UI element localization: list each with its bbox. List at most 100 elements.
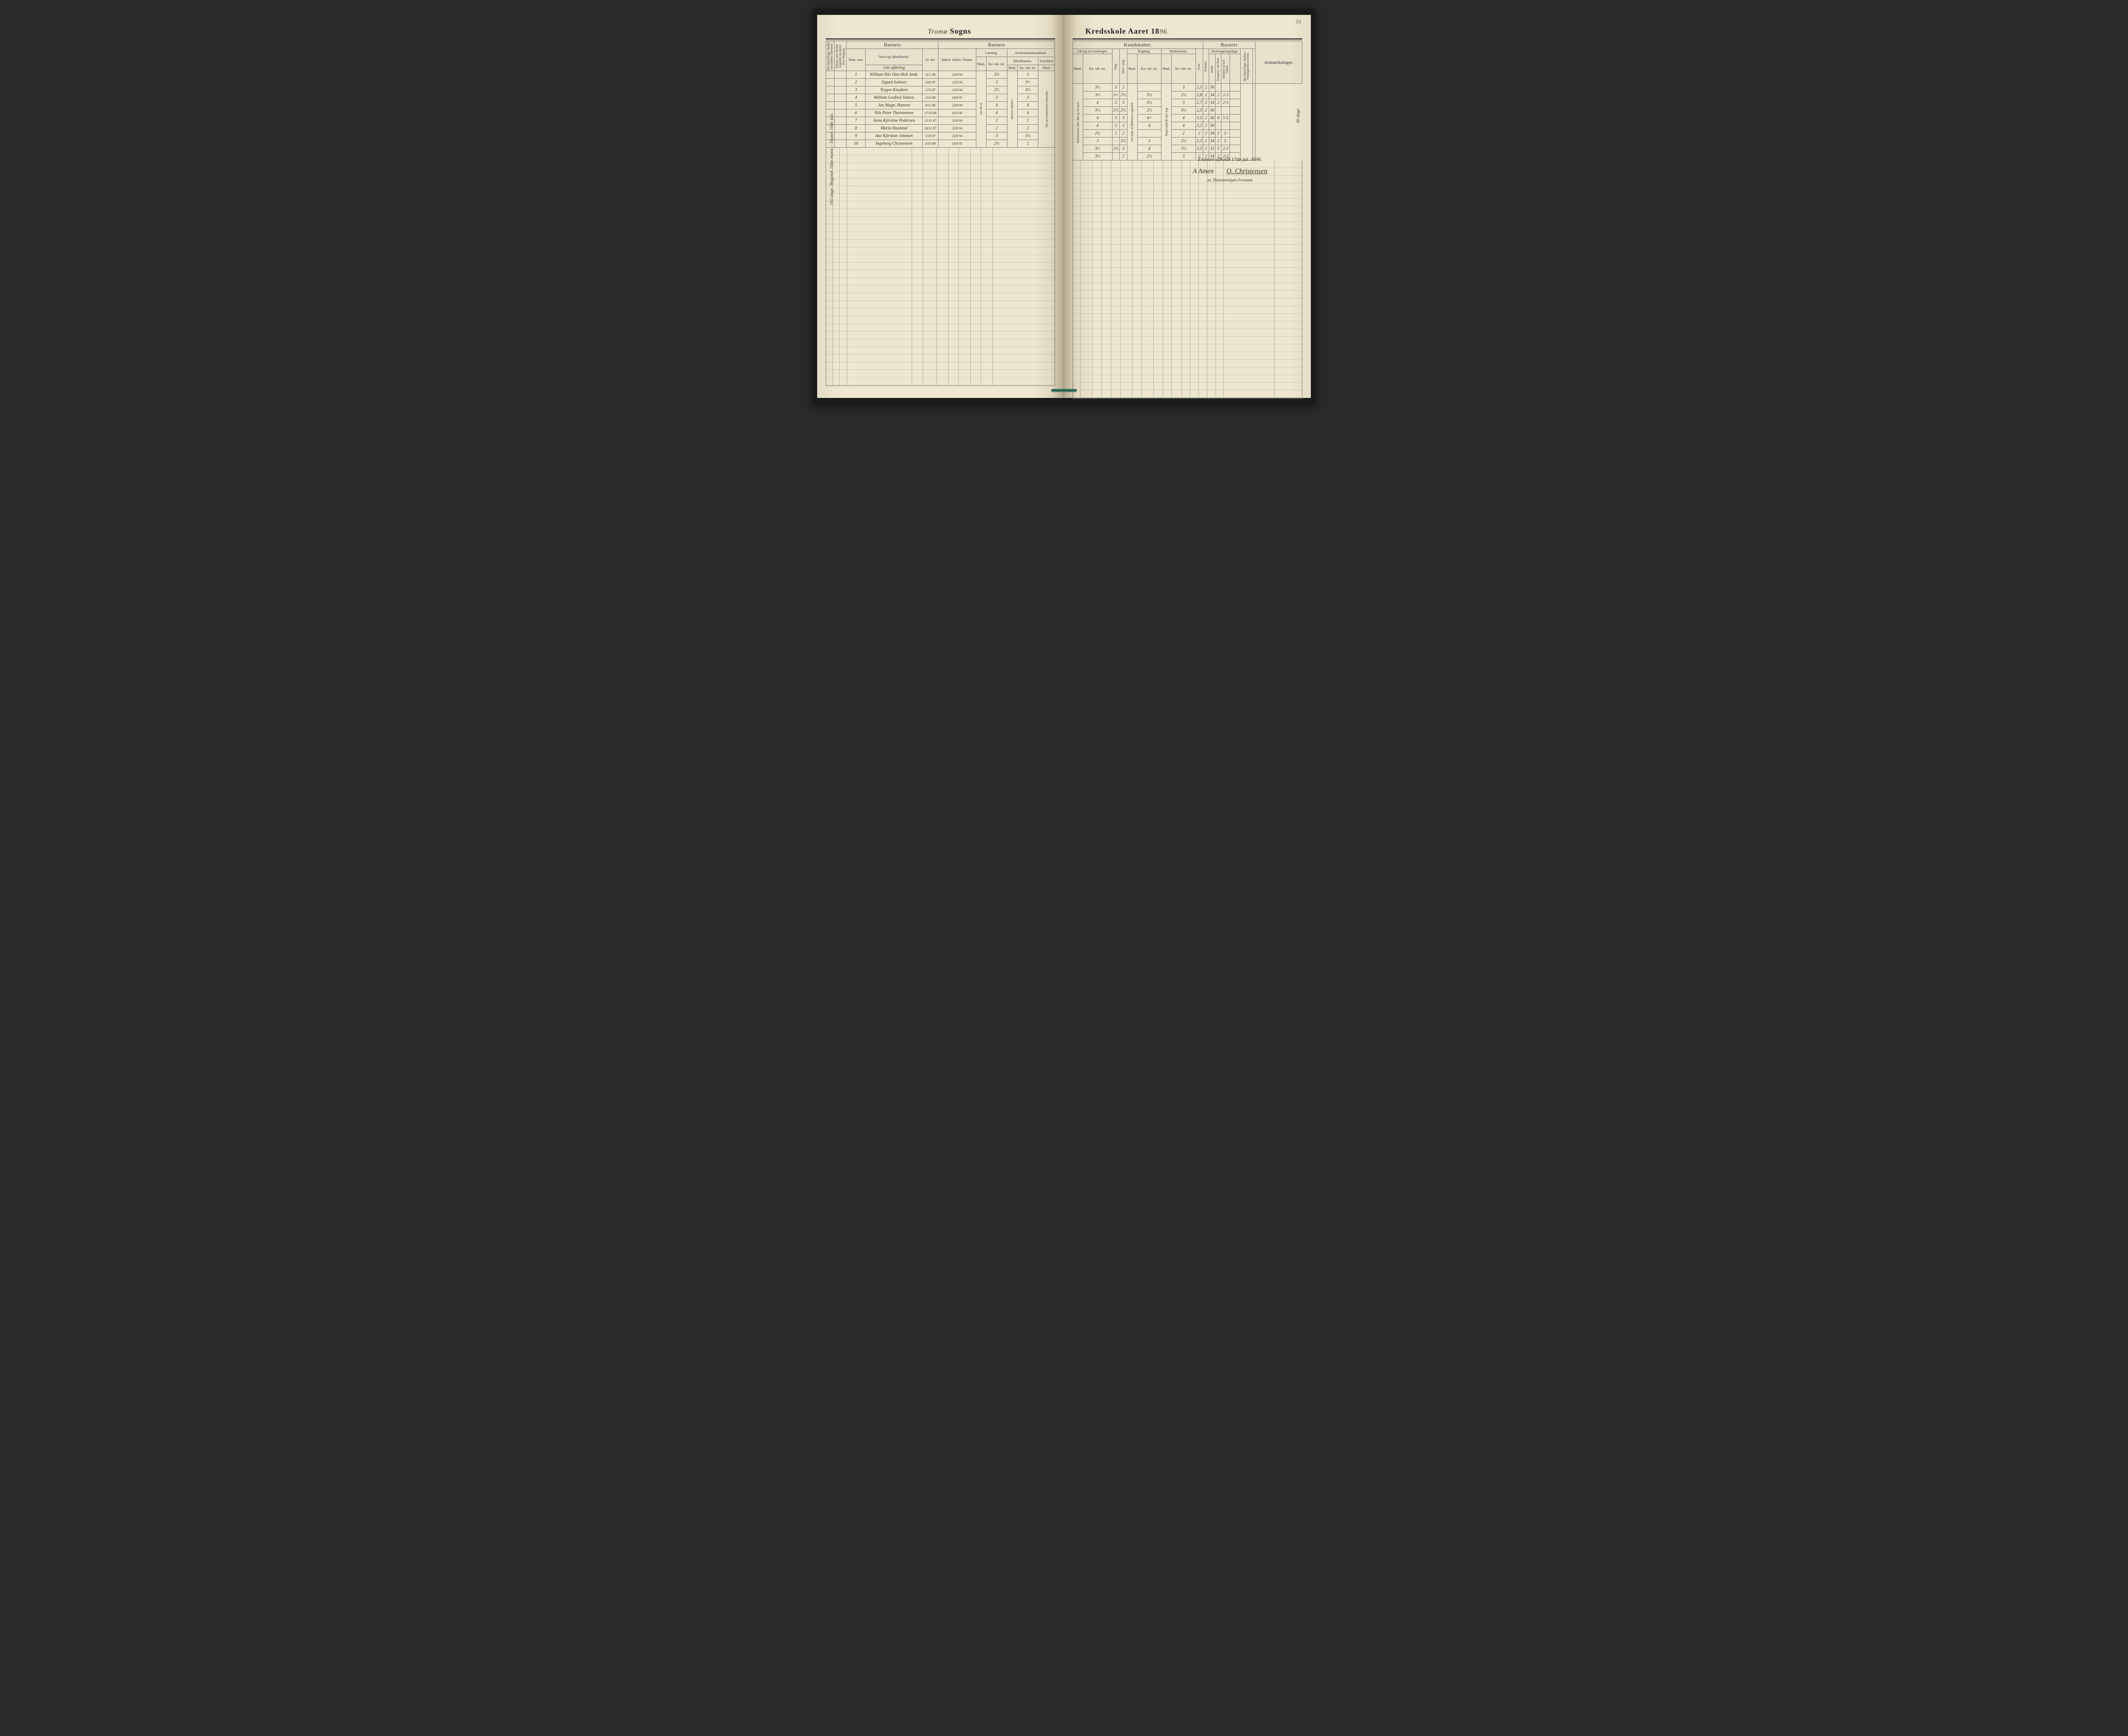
- cell: 5-5: [1221, 114, 1230, 122]
- cell: [826, 71, 835, 79]
- margin-note-left: 192 dage. Begyndt 10de marts – Sluttet 1…: [829, 113, 834, 206]
- cell: 2½: [1172, 137, 1196, 145]
- cell: 4: [1017, 109, 1038, 117]
- cell: 3: [986, 94, 1007, 102]
- cell: 2: [1203, 130, 1209, 137]
- cell-name: William Nils Otto Holt Andr.: [866, 71, 923, 79]
- cell-name: William Leofred Jobsen: [866, 94, 923, 102]
- cell: 2½: [1120, 107, 1127, 114]
- cell: 3: [1120, 145, 1127, 153]
- cell: 2: [1203, 137, 1209, 145]
- cell: 2: [1203, 114, 1209, 122]
- cell: 9: [847, 132, 866, 140]
- cell: [835, 125, 847, 132]
- table-row: 1William Nils Otto Holt Andr.11/1 8823/8…: [826, 71, 1055, 79]
- table-row: 2Sigurd Isaksen24/6 8723/8 9433+: [826, 79, 1055, 86]
- cell: 2: [1017, 140, 1038, 148]
- sig1: A Amen: [1193, 166, 1214, 177]
- cell: [1221, 122, 1230, 130]
- title-print-right: Kredsskole Aaret 18: [1085, 27, 1159, 35]
- table-row: 433443,2236: [1073, 122, 1302, 130]
- cell-name: Nils Peter Thorstensen: [866, 109, 923, 117]
- cell: 10/3 96: [938, 109, 976, 117]
- left-page: Tromø Sogns Det Antal Dage, Skolen skal …: [817, 15, 1064, 398]
- cell: 16/8 95: [938, 140, 976, 148]
- cell: 12/11 87: [922, 117, 938, 125]
- h-mk: Ka- rak- ter.: [1172, 54, 1196, 84]
- cell: [835, 94, 847, 102]
- cell: 3+: [1017, 79, 1038, 86]
- cell: 34: [1209, 99, 1216, 107]
- cell: [1230, 92, 1241, 99]
- cell: 23/8 94: [938, 79, 976, 86]
- cell: 16/8 95: [938, 94, 976, 102]
- title-print-left: Sogns: [950, 27, 971, 35]
- cell: 6: [847, 109, 866, 117]
- cell: 3½: [1083, 107, 1113, 114]
- cell: 2½: [1120, 92, 1127, 99]
- cell-name: Marta Haaland: [866, 125, 923, 132]
- cell: 1: [847, 71, 866, 79]
- cell: 4: [1172, 122, 1196, 130]
- col-note: Alstsens bibelsk i: [1007, 71, 1017, 148]
- cell: [1230, 145, 1241, 153]
- cell: 3: [1137, 137, 1161, 145]
- h-barnets2: Barnets: [938, 41, 1055, 49]
- cell: 2-: [1221, 130, 1230, 137]
- cell: 2½: [1172, 92, 1196, 99]
- cell: 3: [847, 86, 866, 94]
- cell: 3½: [1017, 86, 1038, 94]
- cell: [826, 102, 835, 109]
- h-antal-dage: Det Antal Dage, Skolen skal holdes i Kre…: [826, 41, 835, 71]
- h-tm: Maal.: [1038, 65, 1055, 71]
- h-laes-maal: Maal.: [976, 57, 986, 71]
- cell: 2: [1120, 153, 1127, 160]
- h-mm: Maal.: [1161, 54, 1172, 84]
- h-reg: Regning.: [1127, 49, 1161, 54]
- cell: 3: [1112, 99, 1120, 107]
- cell: 23/8 94: [938, 117, 976, 125]
- cell-name: Ingeborg Christensen: [866, 140, 923, 148]
- cell: 3½: [1017, 132, 1038, 140]
- h-bk: Ka- rak- ter.: [1017, 65, 1038, 71]
- table-row: 9Ane Kjirstine Johnsen15/9 8723/8 9433½: [826, 132, 1055, 140]
- h-alder: Al- der.: [922, 49, 938, 71]
- h-laes: Læsning.: [976, 49, 1007, 57]
- h-rk: Ka- rak- ter.: [1137, 54, 1161, 84]
- cell: 34: [1209, 137, 1216, 145]
- cell: [835, 117, 847, 125]
- h-rm: Maal.: [1127, 54, 1137, 84]
- cell: 2,3: [1196, 137, 1203, 145]
- cell: 24/6 87: [922, 79, 938, 86]
- cell: 4: [986, 109, 1007, 117]
- signature-block: Examen afholdt 17de jul. 1896. A Amen O.…: [1175, 155, 1285, 183]
- cell: 2: [1216, 92, 1221, 99]
- title-hand-left: Tromø: [928, 28, 947, 35]
- cell: 2: [1203, 99, 1209, 107]
- cell: 4+: [1137, 114, 1161, 122]
- cell: 3½: [1083, 92, 1113, 99]
- col-note: 1ste del af: [976, 71, 986, 148]
- cell: 2: [1216, 137, 1221, 145]
- cell: 2: [847, 79, 866, 86]
- h-barnets1: Barnets: [847, 41, 938, 49]
- cell: 2: [986, 125, 1007, 132]
- table-row: 3½2½343½3,523152-2: [1073, 145, 1302, 153]
- cell: 3: [1112, 84, 1120, 92]
- cell-name: Jan Magn. Hansen: [866, 102, 923, 109]
- rule2: [1073, 38, 1302, 40]
- cell: [1112, 153, 1120, 160]
- cell: 2: [1216, 130, 1221, 137]
- cell: 26/11 87: [922, 125, 938, 132]
- h-anm: Anmærkninger.: [1256, 41, 1302, 84]
- h-modte: mødte: [1209, 54, 1216, 84]
- cell: [835, 102, 847, 109]
- cell: 2½: [1137, 153, 1161, 160]
- cell: 2½: [1137, 107, 1161, 114]
- cell: 3½: [1083, 84, 1113, 92]
- sig-line2: pt. Tilsynsutvalgets Formand: [1175, 177, 1285, 183]
- h-kund: Kundskaber.: [1073, 41, 1203, 49]
- cell: [1230, 122, 1241, 130]
- cell: 3: [1172, 99, 1196, 107]
- cell: [1137, 130, 1161, 137]
